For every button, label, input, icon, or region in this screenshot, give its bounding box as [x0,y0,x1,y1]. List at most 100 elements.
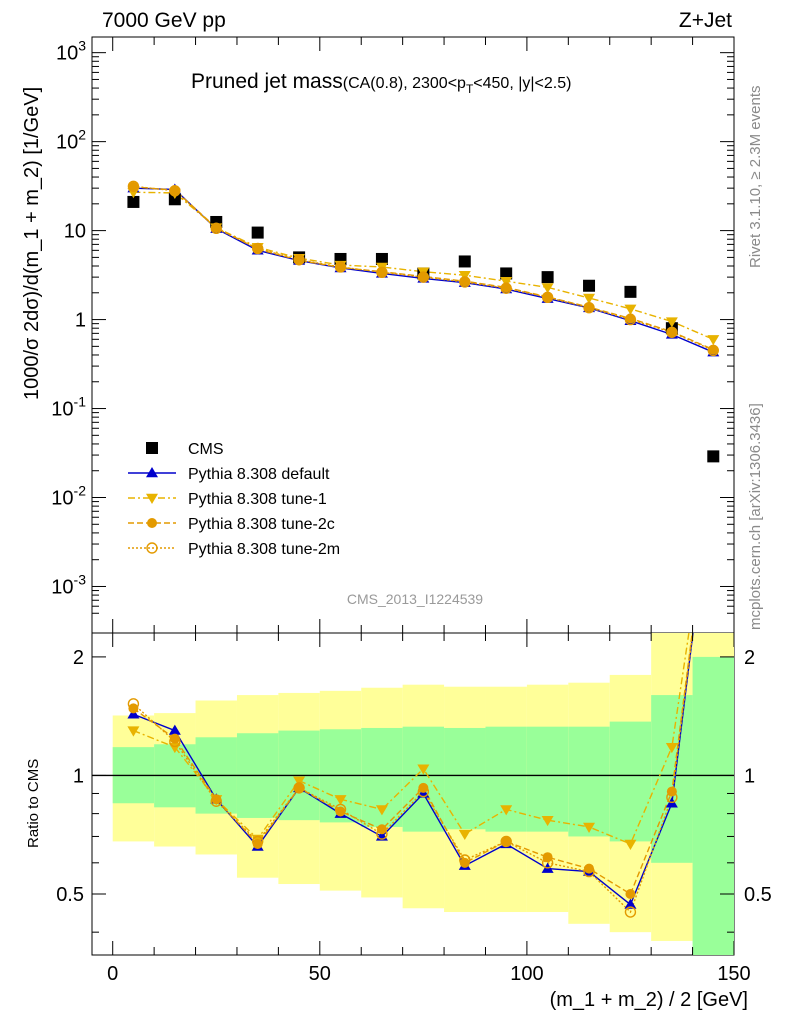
x-axis-title: (m_1 + m_2) / 2 [GeV] [550,989,748,1011]
uncertainty-band-inner [692,656,734,955]
y-tick-label: 103 [56,38,86,65]
data-point [128,181,139,192]
uncertainty-band-inner [485,726,527,832]
data-point [334,261,347,273]
legend-label: Pythia 8.308 tune-1 [188,491,327,508]
ratio-point [418,782,429,793]
ratio-point [375,805,388,816]
data-point [458,255,471,268]
ratio-point [666,791,678,804]
data-point [376,266,387,277]
data-point [624,304,637,315]
main-plot-area: 10-3 10-2 10-1 1 10 102 103 [51,36,735,634]
data-point [583,279,596,292]
data-point [584,302,595,313]
data-point [500,282,512,294]
ratio-point [334,795,347,806]
legend-label: Pythia 8.308 tune-2m [188,541,340,558]
main-series-group [127,180,720,463]
rivet-version-label: Rivet 3.1.10, ≥ 2.3M events [747,86,764,269]
x-tick-label: 100 [510,963,543,985]
data-point [541,291,554,303]
ratio-plot-area: 0.5 0.5 1 1 2 2 0 50 100 150 [56,632,772,985]
ratio-point [666,786,677,797]
data-point [666,326,678,338]
data-point [624,313,637,326]
legend-label: CMS [188,441,224,458]
y-tick-label: 1 [75,310,86,332]
ratio-point [624,839,637,850]
ratio-point [293,782,305,794]
data-point [418,271,429,282]
ratio-series-group [92,633,734,955]
data-point [500,276,513,288]
legend-marker [146,542,158,554]
data-point [211,222,222,233]
data-point [417,271,430,283]
data-point [624,285,637,298]
ratio-point [501,836,512,847]
data-point [169,185,181,197]
data-point [707,344,719,357]
data-point [251,242,264,255]
ratio-point [293,776,306,787]
ratio-point [500,835,512,848]
data-point [210,222,222,235]
data-point [127,180,140,192]
legend-label: Pythia 8.308 default [188,466,330,483]
ratio-y-tick-label: 2 [73,647,84,669]
data-point [500,267,513,280]
y-tick-label: 10-2 [51,483,86,510]
plot-title-main: Pruned jet mass [191,70,343,93]
ratio-point [624,906,637,918]
legend: CMS Pythia 8.308 default Pythia 8.308 tune… [128,441,340,558]
legend-marker [146,442,158,454]
ratio-point [583,822,596,833]
ratio-point [584,863,595,874]
ratio-point [376,828,388,840]
ratio-point [251,835,264,848]
legend-label: Pythia 8.308 tune-2c [188,516,335,533]
ratio-y-tick-label: 0.5 [56,884,84,906]
y-tick-label: 10 [64,221,86,243]
data-point [334,252,347,265]
ratio-point [417,764,430,775]
uncertainty-band-inner [568,726,610,837]
data-point [294,255,305,266]
ratio-y-axis-title: Ratio to CMS [25,759,42,848]
data-point [542,291,553,302]
data-point [252,244,263,255]
data-point [127,195,140,208]
ratio-point [541,857,554,869]
data-point [501,282,512,293]
ratio-point [624,898,637,909]
ratio-point [168,724,181,735]
data-point [583,293,596,304]
data-point [459,276,471,288]
x-tick-label: 50 [309,963,331,985]
ratio-point [459,857,470,868]
legend-marker [146,467,158,478]
data-point [376,266,388,278]
header-left-label: 7000 GeV pp [102,9,226,32]
uncertainty-band-inner [609,721,652,842]
ratio-point [210,795,222,807]
data-point [375,252,388,265]
uncertainty-band-inner [444,727,486,830]
data-point [335,262,346,273]
ratio-y-tick-label-right: 2 [744,647,755,669]
main-y-axis-title: 1000/σ 2dσ)/d(m_1 + m_2) [1/GeV] [21,87,43,400]
data-point [459,276,470,287]
y-tick-label: 10-3 [51,571,86,598]
ratio-point [500,805,513,816]
x-tick-label: 0 [107,963,118,985]
ratio-y-tick-label-right: 1 [744,765,755,787]
ratio-point [665,742,678,754]
legend-marker [146,493,158,504]
ratio-point [294,782,305,793]
data-point [458,271,471,282]
ratio-point [541,815,554,827]
ratio-y-tick-label-right: 0.5 [744,884,772,906]
ratio-point [334,803,347,816]
